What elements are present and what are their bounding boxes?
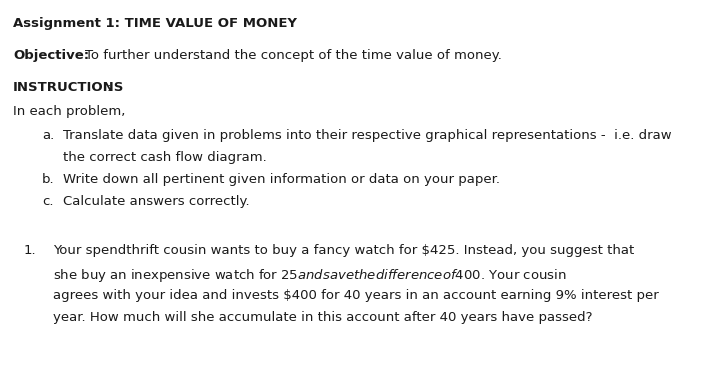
Text: Assignment 1: TIME VALUE OF MONEY: Assignment 1: TIME VALUE OF MONEY (13, 17, 297, 31)
Text: In each problem,: In each problem, (13, 105, 125, 118)
Text: agrees with your idea and invests $400 for 40 years in an account earning 9% int: agrees with your idea and invests $400 f… (53, 289, 658, 302)
Text: year. How much will she accumulate in this account after 40 years have passed?: year. How much will she accumulate in th… (53, 311, 592, 324)
Text: b.: b. (42, 173, 55, 186)
Text: :: : (107, 81, 111, 95)
Text: Write down all pertinent given information or data on your paper.: Write down all pertinent given informati… (63, 173, 500, 186)
Text: 1.: 1. (24, 244, 37, 258)
Text: she buy an inexpensive watch for $25 and save the difference of $400. Your cousi: she buy an inexpensive watch for $25 and… (53, 267, 566, 284)
Text: a.: a. (42, 129, 54, 142)
Text: the correct cash flow diagram.: the correct cash flow diagram. (63, 151, 267, 164)
Text: c.: c. (42, 195, 53, 208)
Text: To further understand the concept of the time value of money.: To further understand the concept of the… (85, 48, 502, 62)
Text: Your spendthrift cousin wants to buy a fancy watch for $425. Instead, you sugges: Your spendthrift cousin wants to buy a f… (53, 244, 634, 258)
Text: Objective:: Objective: (13, 48, 89, 62)
Text: Calculate answers correctly.: Calculate answers correctly. (63, 195, 250, 208)
Text: INSTRUCTIONS: INSTRUCTIONS (13, 81, 125, 95)
Text: Translate data given in problems into their respective graphical representations: Translate data given in problems into th… (63, 129, 672, 142)
